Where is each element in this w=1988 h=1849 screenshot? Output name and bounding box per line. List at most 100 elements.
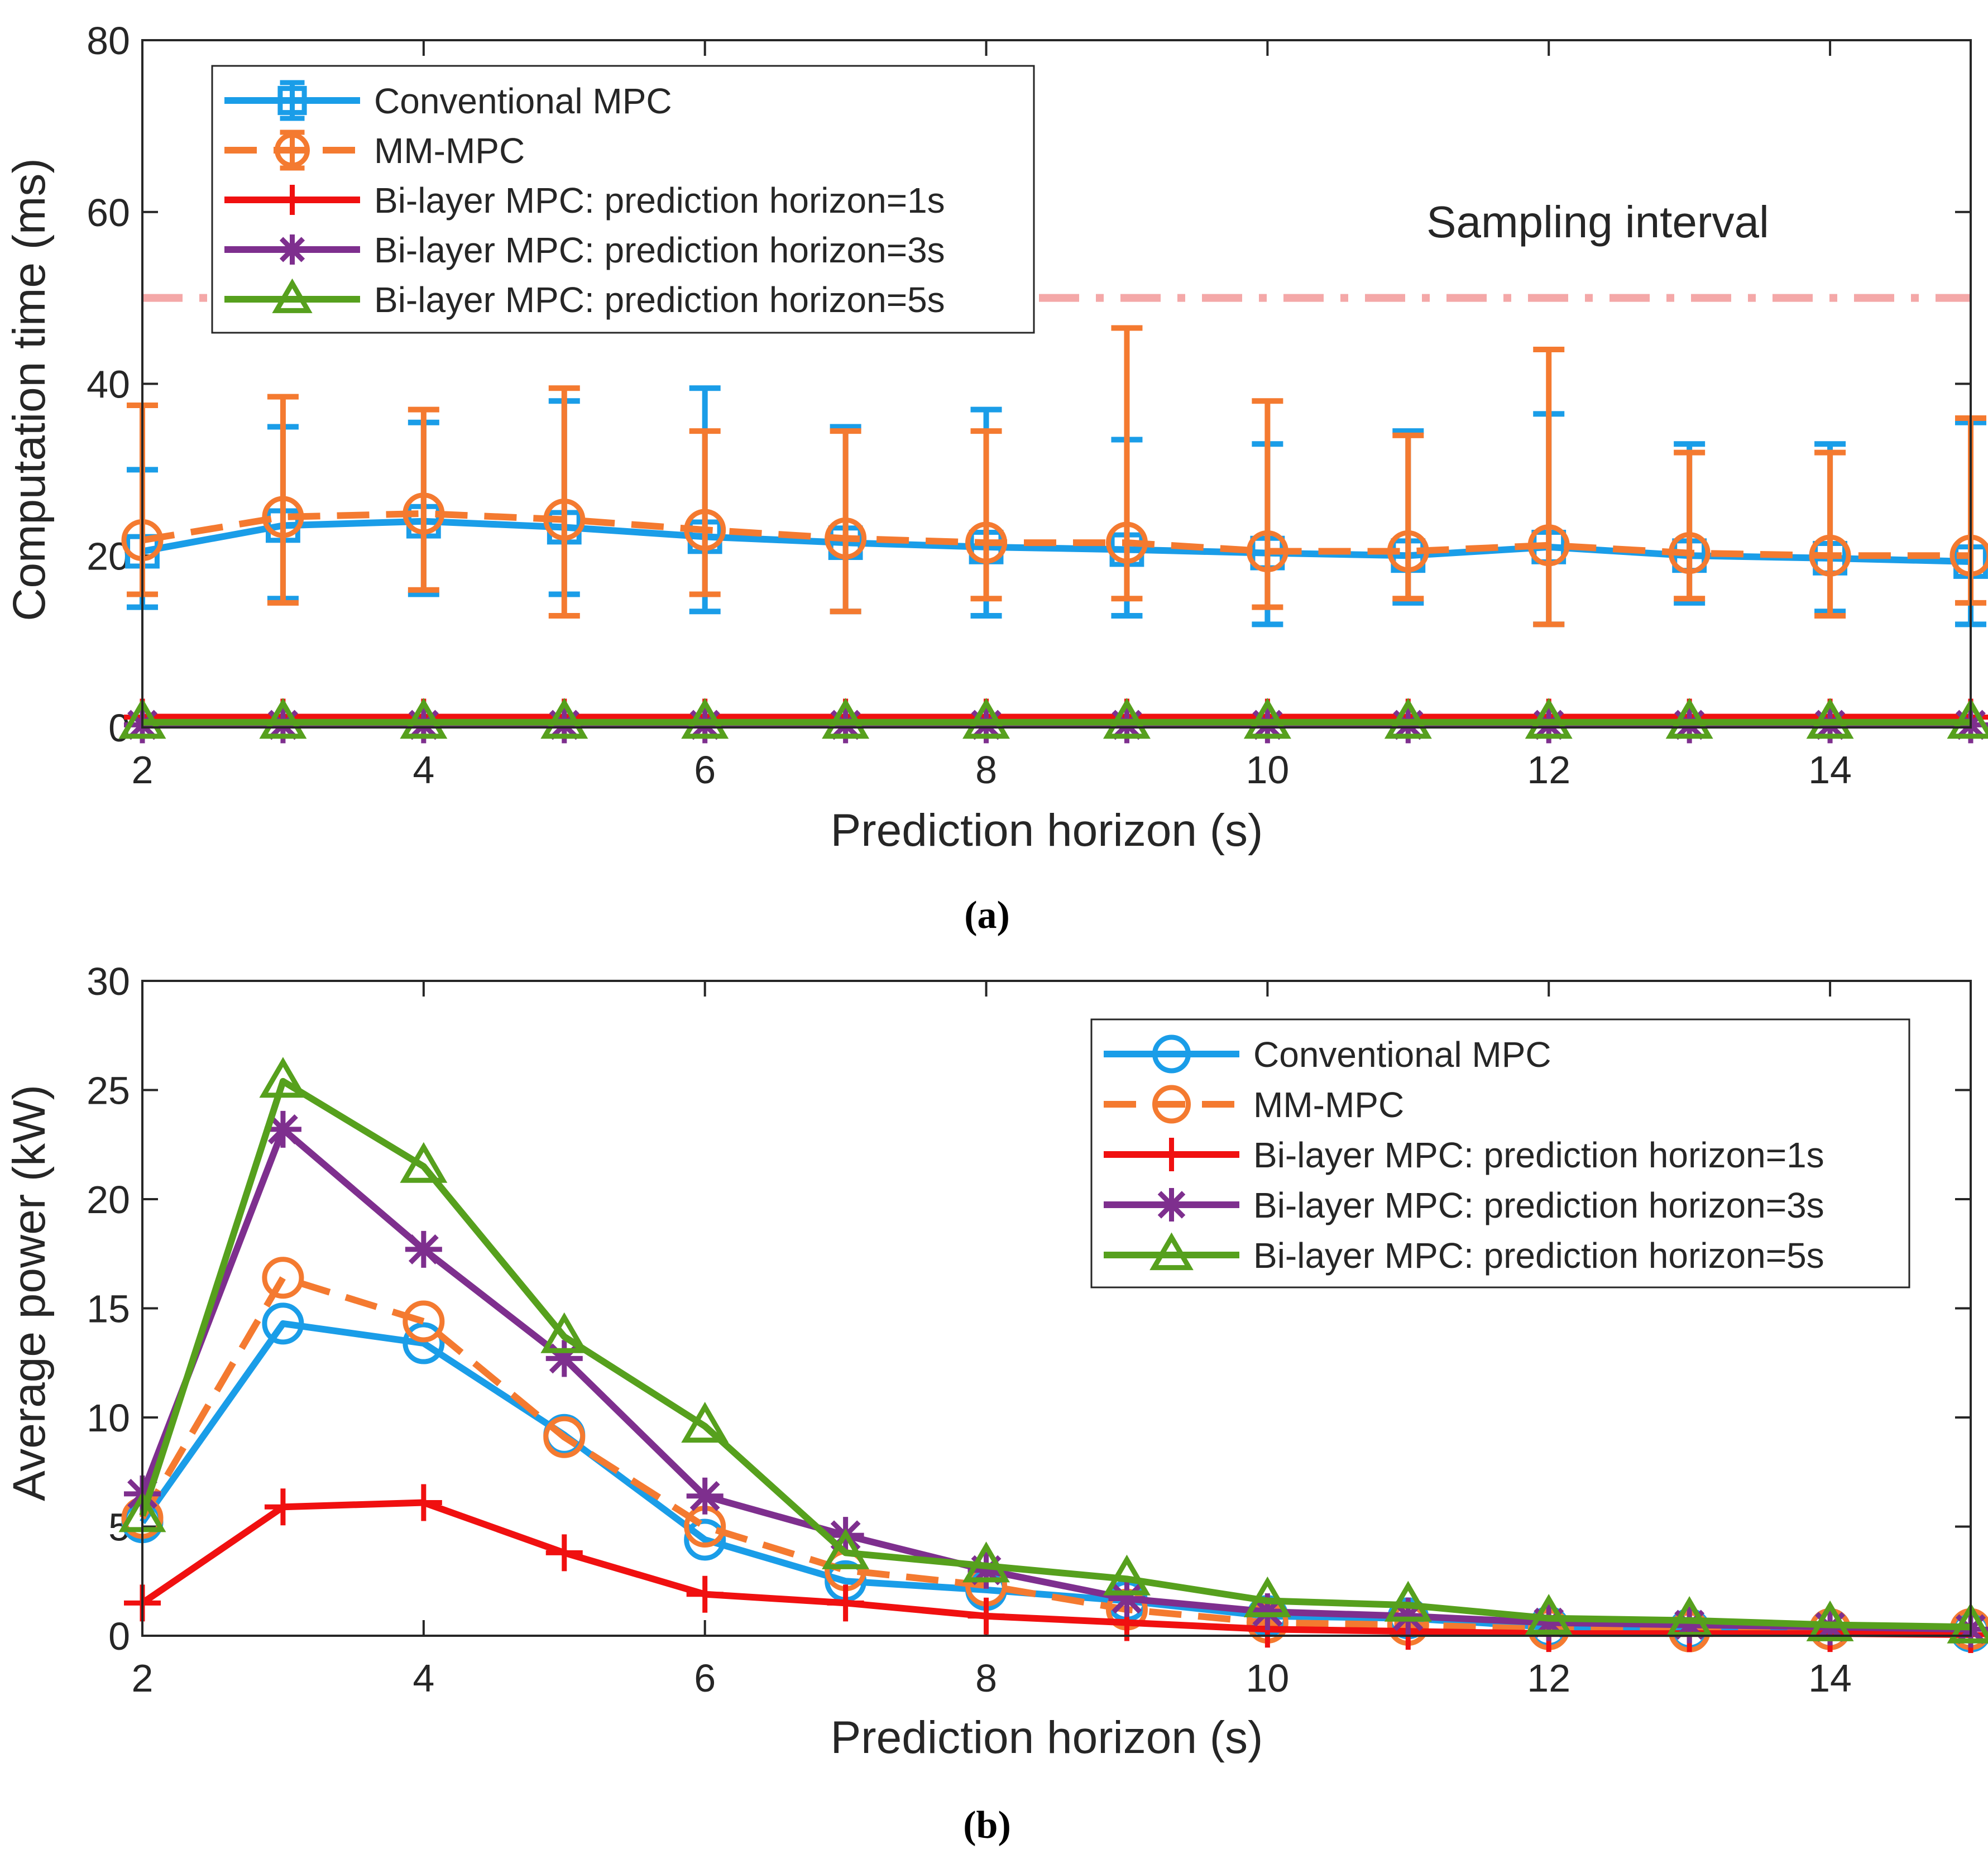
panel-a-legend: Conventional MPC MM-MPC Bi-layer MPC: pred… [211, 65, 1035, 334]
panel-b-legend-label-2: Bi-layer MPC: prediction horizon=1s [1253, 1135, 1824, 1175]
panel-a-mm-mpc-point-6 [965, 521, 1008, 564]
panel-b-bi-layer-mpc-prediction-horizon-5s-point-12 [1806, 1600, 1854, 1641]
panel-b-bi-layer-mpc-prediction-horizon-5s-point-5 [822, 1528, 870, 1569]
panel-b-xlabel: Prediction horizon (s) [831, 1712, 1263, 1763]
panel-b-bi-layer-mpc-prediction-horizon-5s-point-10 [1525, 1594, 1573, 1635]
panel-a-xtick-label-1: 4 [413, 748, 434, 792]
panel-a-bi-layer-mpc-prediction-horizon-5s-point-4 [681, 698, 729, 739]
panel-b-conventional-mpc-point-2 [403, 1322, 445, 1364]
panel-b-bi-layer-mpc-prediction-horizon-3s-point-8 [1249, 1593, 1286, 1630]
panel-a-xtick-label-6: 14 [1808, 748, 1852, 792]
panel-b-bi-layer-mpc-prediction-horizon-5s-point-4 [681, 1402, 729, 1443]
panel-a-mm-mpc-errorbar-8 [1252, 398, 1283, 610]
panel-a-ytick-label-2: 40 [87, 363, 130, 406]
panel-b-bi-layer-mpc-prediction-horizon-1s-point-4 [686, 1575, 724, 1613]
panel-a-legend-marker-2 [277, 185, 308, 215]
panel-b-ytick-label-4: 20 [87, 1178, 130, 1222]
panel-a-xtick-label-5: 12 [1527, 748, 1570, 792]
panel-a-legend-marker-0 [277, 85, 307, 116]
panel-a-mm-mpc-errorbar-10 [1533, 346, 1565, 627]
panel-b-bi-layer-mpc-prediction-horizon-3s-point-7 [1108, 1580, 1146, 1617]
panel-a-mm-mpc-errorbar-7 [1111, 325, 1143, 602]
panel-a-xtick-label-4: 10 [1246, 748, 1289, 792]
panel-a-xlabel: Prediction horizon (s) [831, 805, 1263, 856]
panel-b-bi-layer-mpc-prediction-horizon-3s-point-4 [686, 1477, 724, 1515]
panel-b-bi-layer-mpc-prediction-horizon-5s-point-11 [1665, 1596, 1713, 1637]
panel-a-mm-mpc-point-1 [262, 496, 304, 538]
panel-b-ytick-label-2: 10 [87, 1396, 130, 1440]
panel-b-legend-label-0: Conventional MPC [1253, 1034, 1551, 1075]
panel-a-bi-layer-mpc-prediction-horizon-5s-point-9 [1384, 698, 1432, 739]
panel-a-bi-layer-mpc-prediction-horizon-5s-point-7 [1103, 698, 1151, 739]
panel-b-ytick-label-6: 30 [87, 960, 130, 1003]
panel-b-bi-layer-mpc-prediction-horizon-3s-line [139, 1125, 1971, 1633]
panel-b-mm-mpc-point-3 [543, 1416, 586, 1458]
panel-b-legend-label-3: Bi-layer MPC: prediction horizon=3s [1253, 1185, 1824, 1225]
panel-a-bi-layer-mpc-prediction-horizon-5s-point-5 [822, 698, 870, 739]
panel-a-bi-layer-mpc-prediction-horizon-5s-point-2 [400, 698, 448, 739]
panel-b-xtick-label-2: 6 [694, 1656, 716, 1700]
panel-b-mm-mpc-point-1 [262, 1257, 304, 1299]
panel-a-mm-mpc-point-2 [403, 492, 445, 535]
panel-a-legend-errorbar-1 [280, 130, 305, 171]
panel-b-xtick-label-1: 4 [413, 1656, 434, 1700]
panel-b-xtick-label-3: 8 [975, 1656, 997, 1700]
panel-a-bi-layer-mpc-prediction-horizon-5s-point-10 [1525, 698, 1573, 739]
panel-a-computation-time: Computation time (ms) Prediction horizon… [4, 19, 1988, 937]
panel-b-conventional-mpc-point-1 [262, 1302, 304, 1345]
panel-b-bi-layer-mpc-prediction-horizon-3s-point-1 [264, 1110, 301, 1148]
panel-b-series-bi-layer-mpc-prediction-horizon-5s [118, 1057, 1988, 1644]
panel-a-mm-mpc-point-8 [1246, 530, 1288, 573]
panel-a-bi-layer-mpc-prediction-horizon-5s-point-12 [1806, 698, 1854, 739]
panel-b-legend-marker-4 [1149, 1232, 1194, 1271]
panel-b-bi-layer-mpc-prediction-horizon-5s-point-6 [962, 1541, 1010, 1583]
panel-a-legend-marker-4 [272, 278, 313, 313]
panel-b-bi-layer-mpc-prediction-horizon-3s-point-6 [967, 1551, 1005, 1589]
panel-a-mm-mpc-point-3 [543, 499, 586, 541]
panel-a-mm-mpc-errorbar-6 [970, 428, 1002, 602]
panel-b-average-power: Average power (kW) Prediction horizon (s… [4, 960, 1988, 1847]
panel-b-xtick-label-4: 10 [1246, 1656, 1289, 1700]
panel-b-mm-mpc-point-2 [403, 1300, 445, 1343]
panel-a-mm-mpc-point-4 [684, 509, 726, 551]
panel-b-legend-marker-0 [1152, 1034, 1191, 1074]
panel-b-legend-marker-2 [1155, 1138, 1189, 1171]
panel-b-legend-marker-1 [1152, 1085, 1191, 1124]
panel-a-ytick-label-4: 80 [87, 19, 130, 63]
panel-a-legend-label-0: Conventional MPC [374, 81, 672, 121]
panel-a-legend-marker-1 [275, 132, 310, 168]
panel-a-mm-mpc-point-12 [1809, 534, 1851, 577]
panel-a-legend-label-1: MM-MPC [374, 131, 525, 171]
panel-b-bi-layer-mpc-prediction-horizon-5s-point-9 [1384, 1580, 1432, 1622]
panel-b-bi-layer-mpc-prediction-horizon-3s-point-3 [545, 1340, 583, 1377]
panel-b-bi-layer-mpc-prediction-horizon-1s-point-3 [545, 1534, 583, 1572]
panel-a-bi-layer-mpc-prediction-horizon-5s-point-1 [259, 698, 307, 739]
panel-b-bi-layer-mpc-prediction-horizon-5s-line [139, 1077, 1971, 1631]
panel-a-legend-label-2: Bi-layer MPC: prediction horizon=1s [374, 180, 945, 221]
panel-a-mm-mpc-line [142, 510, 1971, 559]
panel-b-bi-layer-mpc-prediction-horizon-1s-point-1 [264, 1488, 301, 1526]
panel-a-bi-layer-mpc-prediction-horizon-5s-point-8 [1243, 698, 1291, 739]
panel-b-legend-marker-3 [1155, 1188, 1189, 1222]
panel-a-mm-mpc-point-7 [1105, 521, 1148, 564]
panel-a-series-bi-layer-mpc-prediction-horizon-5s [118, 698, 1988, 739]
panel-a-caption: (a) [964, 894, 1010, 937]
panel-a-xtick-label-3: 8 [975, 748, 997, 792]
panel-a-mm-mpc-point-11 [1668, 532, 1711, 574]
panel-b-bi-layer-mpc-prediction-horizon-5s-point-8 [1243, 1576, 1291, 1617]
panel-a-bi-layer-mpc-prediction-horizon-5s-point-3 [540, 698, 588, 739]
panel-b-bi-layer-mpc-prediction-horizon-1s-point-2 [405, 1484, 442, 1521]
panel-b-legend-label-4: Bi-layer MPC: prediction horizon=5s [1253, 1235, 1824, 1276]
panel-b-bi-layer-mpc-prediction-horizon-1s-point-6 [967, 1597, 1005, 1635]
panel-b-bi-layer-mpc-prediction-horizon-3s-point-11 [1671, 1606, 1708, 1644]
panel-b-legend-label-1: MM-MPC [1253, 1085, 1404, 1125]
panel-b-bi-layer-mpc-prediction-horizon-5s-point-3 [540, 1312, 588, 1353]
panel-b-conventional-mpc-point-4 [684, 1519, 726, 1561]
sampling-interval-label: Sampling interval [1426, 197, 1769, 247]
panel-b-caption: (b) [963, 1804, 1011, 1847]
panel-a-mm-mpc-errorbar-11 [1674, 449, 1706, 602]
panel-b-bi-layer-mpc-prediction-horizon-3s-point-10 [1530, 1604, 1568, 1641]
panel-a-mm-mpc-point-5 [825, 517, 867, 559]
panel-b-bi-layer-mpc-prediction-horizon-5s-point-7 [1103, 1554, 1151, 1596]
